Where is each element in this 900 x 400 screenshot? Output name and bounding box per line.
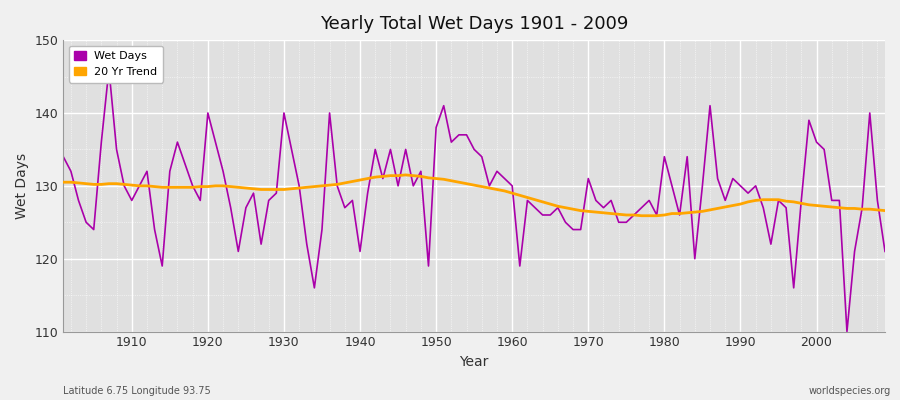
Wet Days bbox=[126, 198, 137, 203]
20 Yr Trend bbox=[119, 182, 130, 187]
20 Yr Trend bbox=[286, 186, 297, 191]
Wet Days bbox=[293, 184, 304, 188]
Text: Latitude 6.75 Longitude 93.75: Latitude 6.75 Longitude 93.75 bbox=[63, 386, 211, 396]
20 Yr Trend bbox=[332, 182, 343, 187]
Text: worldspecies.org: worldspecies.org bbox=[809, 386, 891, 396]
Line: 20 Yr Trend: 20 Yr Trend bbox=[63, 175, 885, 216]
20 Yr Trend bbox=[879, 208, 890, 213]
Line: Wet Days: Wet Days bbox=[63, 69, 885, 332]
20 Yr Trend bbox=[58, 180, 68, 185]
Wet Days bbox=[515, 264, 526, 268]
20 Yr Trend bbox=[636, 213, 647, 218]
Wet Days bbox=[104, 67, 114, 72]
Wet Days bbox=[58, 154, 68, 159]
Y-axis label: Wet Days: Wet Days bbox=[15, 153, 29, 219]
20 Yr Trend bbox=[515, 193, 526, 198]
Wet Days bbox=[507, 184, 517, 188]
X-axis label: Year: Year bbox=[460, 355, 489, 369]
20 Yr Trend bbox=[606, 211, 616, 216]
Legend: Wet Days, 20 Yr Trend: Wet Days, 20 Yr Trend bbox=[68, 46, 163, 82]
Wet Days bbox=[339, 205, 350, 210]
Wet Days bbox=[879, 249, 890, 254]
Title: Yearly Total Wet Days 1901 - 2009: Yearly Total Wet Days 1901 - 2009 bbox=[320, 15, 628, 33]
Wet Days bbox=[842, 329, 852, 334]
Wet Days bbox=[606, 198, 616, 203]
20 Yr Trend bbox=[507, 191, 517, 196]
20 Yr Trend bbox=[400, 172, 411, 177]
